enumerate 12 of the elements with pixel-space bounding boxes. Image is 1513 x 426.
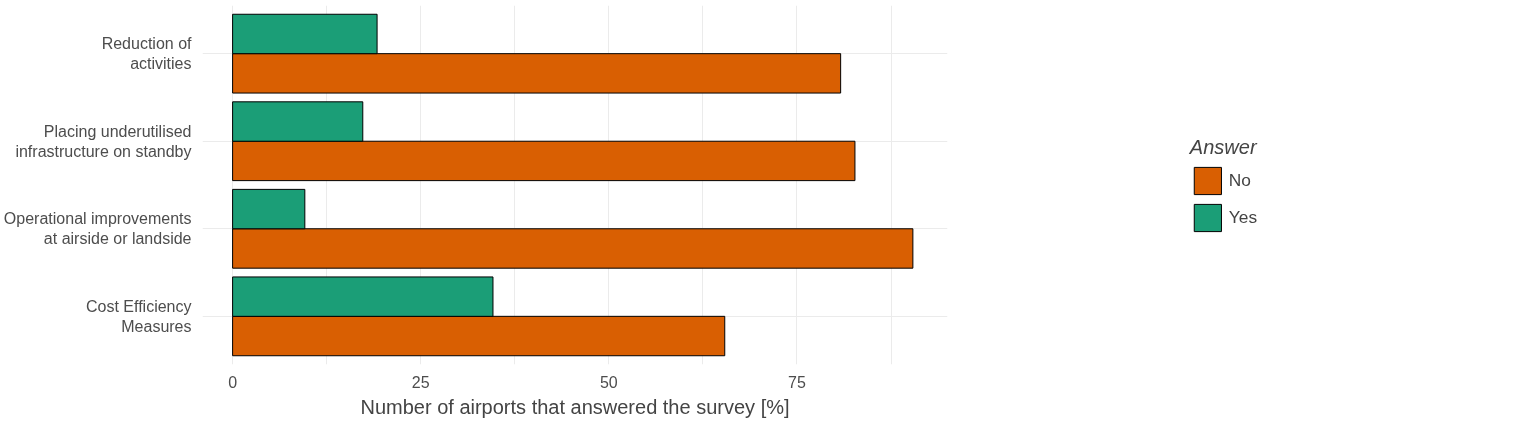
- y-tick-label: Cost Efficiency Measures: [85, 297, 192, 336]
- x-tick-label: 75: [788, 373, 806, 391]
- y-tick-label: Placing underutilised infrastructure on standby: [15, 122, 192, 160]
- legend-label: Yes: [1228, 206, 1258, 228]
- x-tick-label: 25: [411, 373, 430, 391]
- x-tick-label: 0: [228, 373, 238, 391]
- y-tick-label: Operational improvements at airside or landside: [3, 210, 192, 248]
- legend-label: No: [1228, 169, 1252, 191]
- y-tick-label: Reduction of activities: [101, 34, 193, 73]
- x-tick-label: 50: [599, 373, 618, 391]
- legend-title: Answer: [1189, 135, 1258, 158]
- x-axis-title: Number of airports that answered the survey [%]: [360, 395, 790, 418]
